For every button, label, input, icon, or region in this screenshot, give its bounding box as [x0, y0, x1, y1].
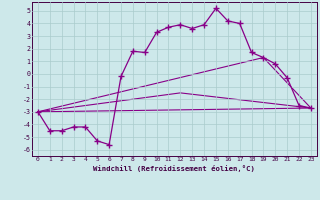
X-axis label: Windchill (Refroidissement éolien,°C): Windchill (Refroidissement éolien,°C): [93, 165, 255, 172]
